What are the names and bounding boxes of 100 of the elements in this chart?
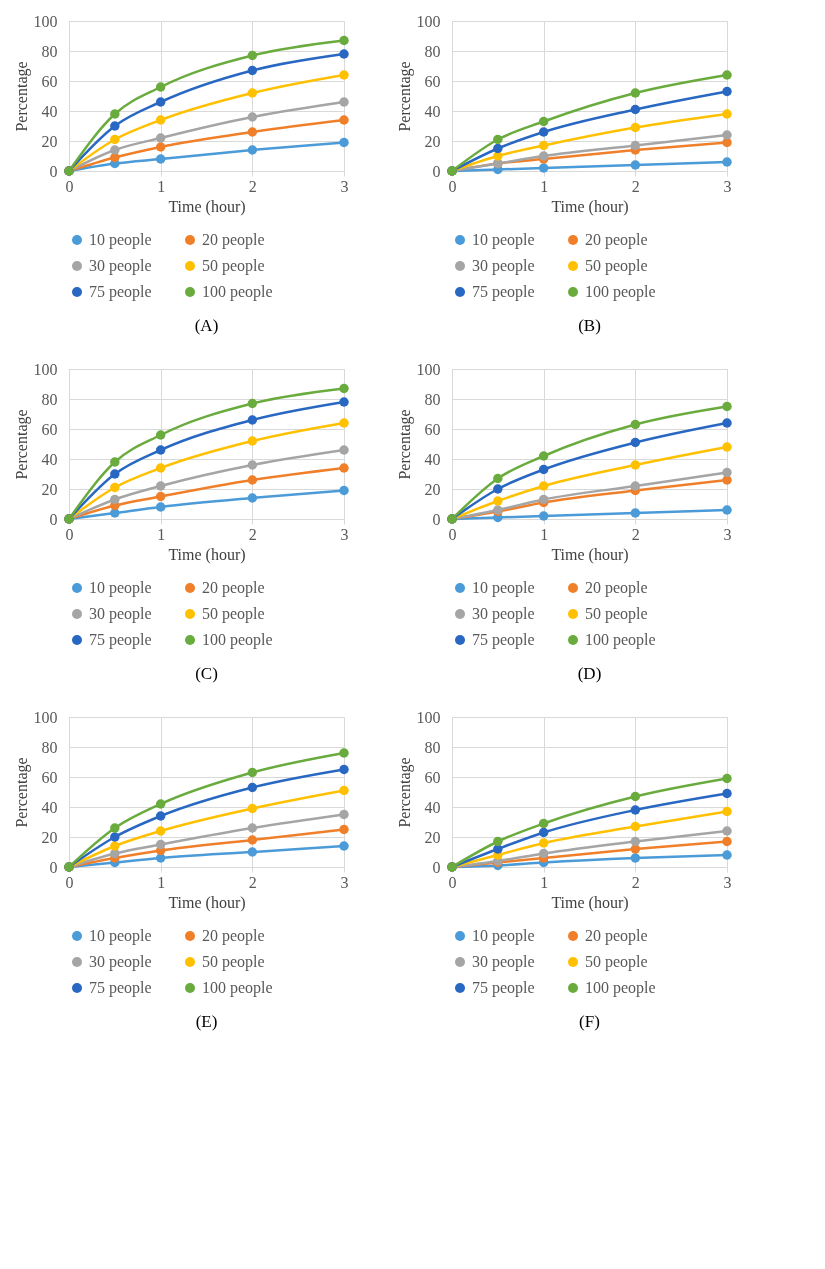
x-tick-label: 0 (65, 873, 74, 891)
legend-label: 10 people (89, 231, 152, 249)
legend-label: 50 people (202, 605, 265, 623)
x-axis-title: Time (hour) (551, 893, 629, 912)
y-tick-label: 0 (49, 162, 58, 180)
legend-label: 100 people (202, 979, 273, 997)
y-axis-title: Percentage (12, 61, 31, 132)
y-axis-title: Percentage (395, 61, 414, 132)
legend-label: 50 people (585, 953, 648, 971)
y-tick-label: 60 (424, 72, 441, 90)
x-tick-label: 0 (65, 525, 74, 543)
legend-label: 75 people (89, 631, 152, 649)
legend-label: 50 people (202, 257, 265, 275)
text: (D) (577, 664, 602, 683)
y-tick-label: 80 (424, 390, 441, 408)
legend-label: 30 people (472, 605, 535, 623)
x-axis-title: Time (hour) (551, 197, 629, 216)
legend-label: 75 people (472, 979, 535, 997)
y-tick-label: 100 (33, 12, 58, 30)
legend-label: 20 people (202, 579, 265, 597)
text: (A) (194, 316, 219, 335)
y-tick-label: 60 (424, 768, 441, 786)
x-tick-label: 1 (540, 873, 549, 891)
legend-label: 10 people (89, 579, 152, 597)
y-tick-label: 60 (424, 420, 441, 438)
legend-label: 10 people (472, 927, 535, 945)
y-tick-label: 40 (41, 798, 58, 816)
y-tick-label: 20 (41, 828, 58, 846)
legend-label: 50 people (202, 953, 265, 971)
y-axis-title: Percentage (12, 757, 31, 828)
x-tick-label: 3 (340, 525, 349, 543)
x-tick-label: 0 (448, 873, 457, 891)
x-axis-title: Time (hour) (551, 545, 629, 564)
x-tick-label: 1 (540, 177, 549, 195)
x-tick-label: 2 (248, 525, 257, 543)
x-tick-label: 3 (723, 873, 732, 891)
x-tick-label: 2 (631, 177, 640, 195)
y-tick-label: 100 (416, 708, 441, 726)
legend-label: 30 people (89, 605, 152, 623)
x-tick-label: 3 (340, 873, 349, 891)
x-tick-label: 0 (448, 177, 457, 195)
legend-label: 30 people (472, 257, 535, 275)
text: (B) (578, 316, 601, 335)
legend-label: 50 people (585, 257, 648, 275)
x-axis-title: Time (hour) (168, 545, 246, 564)
legend-label: 100 people (202, 631, 273, 649)
y-tick-label: 40 (41, 450, 58, 468)
y-tick-label: 0 (49, 858, 58, 876)
y-tick-label: 20 (41, 480, 58, 498)
y-tick-label: 80 (41, 738, 58, 756)
legend-label: 30 people (89, 953, 152, 971)
x-axis-title: Time (hour) (168, 197, 246, 216)
x-tick-label: 2 (631, 873, 640, 891)
legend-label: 20 people (585, 927, 648, 945)
y-tick-label: 100 (416, 360, 441, 378)
legend-label: 75 people (472, 631, 535, 649)
legend-label: 10 people (89, 927, 152, 945)
y-tick-label: 0 (432, 858, 441, 876)
y-tick-label: 0 (432, 162, 441, 180)
x-axis-title: Time (hour) (168, 893, 246, 912)
legend-label: 100 people (585, 283, 656, 301)
y-tick-label: 100 (33, 360, 58, 378)
y-tick-label: 40 (424, 450, 441, 468)
y-tick-label: 0 (432, 510, 441, 528)
x-tick-label: 2 (248, 177, 257, 195)
legend-label: 10 people (472, 231, 535, 249)
x-tick-label: 1 (157, 177, 166, 195)
y-tick-label: 80 (424, 738, 441, 756)
x-tick-label: 3 (723, 525, 732, 543)
legend-label: 20 people (585, 231, 648, 249)
y-axis-title: Percentage (395, 409, 414, 480)
legend-label: 30 people (472, 953, 535, 971)
text: (E) (195, 1012, 218, 1031)
y-tick-label: 20 (424, 132, 441, 150)
y-tick-label: 60 (41, 72, 58, 90)
x-tick-label: 1 (157, 525, 166, 543)
text: (C) (195, 664, 218, 683)
y-tick-label: 20 (424, 828, 441, 846)
y-tick-label: 20 (41, 132, 58, 150)
x-tick-label: 2 (248, 873, 257, 891)
y-tick-label: 40 (41, 102, 58, 120)
legend-label: 100 people (585, 979, 656, 997)
y-axis-title: Percentage (12, 409, 31, 480)
text: (F) (579, 1012, 600, 1031)
y-tick-label: 100 (33, 708, 58, 726)
y-tick-label: 0 (49, 510, 58, 528)
legend-label: 100 people (202, 283, 273, 301)
legend-label: 30 people (89, 257, 152, 275)
x-tick-label: 2 (631, 525, 640, 543)
legend-label: 20 people (202, 927, 265, 945)
legend-label: 10 people (472, 579, 535, 597)
legend-label: 50 people (585, 605, 648, 623)
legend-label: 75 people (89, 283, 152, 301)
x-tick-label: 0 (65, 177, 74, 195)
y-tick-label: 60 (41, 768, 58, 786)
x-tick-label: 3 (340, 177, 349, 195)
x-tick-label: 1 (157, 873, 166, 891)
legend-label: 20 people (202, 231, 265, 249)
y-tick-label: 20 (424, 480, 441, 498)
y-tick-label: 60 (41, 420, 58, 438)
